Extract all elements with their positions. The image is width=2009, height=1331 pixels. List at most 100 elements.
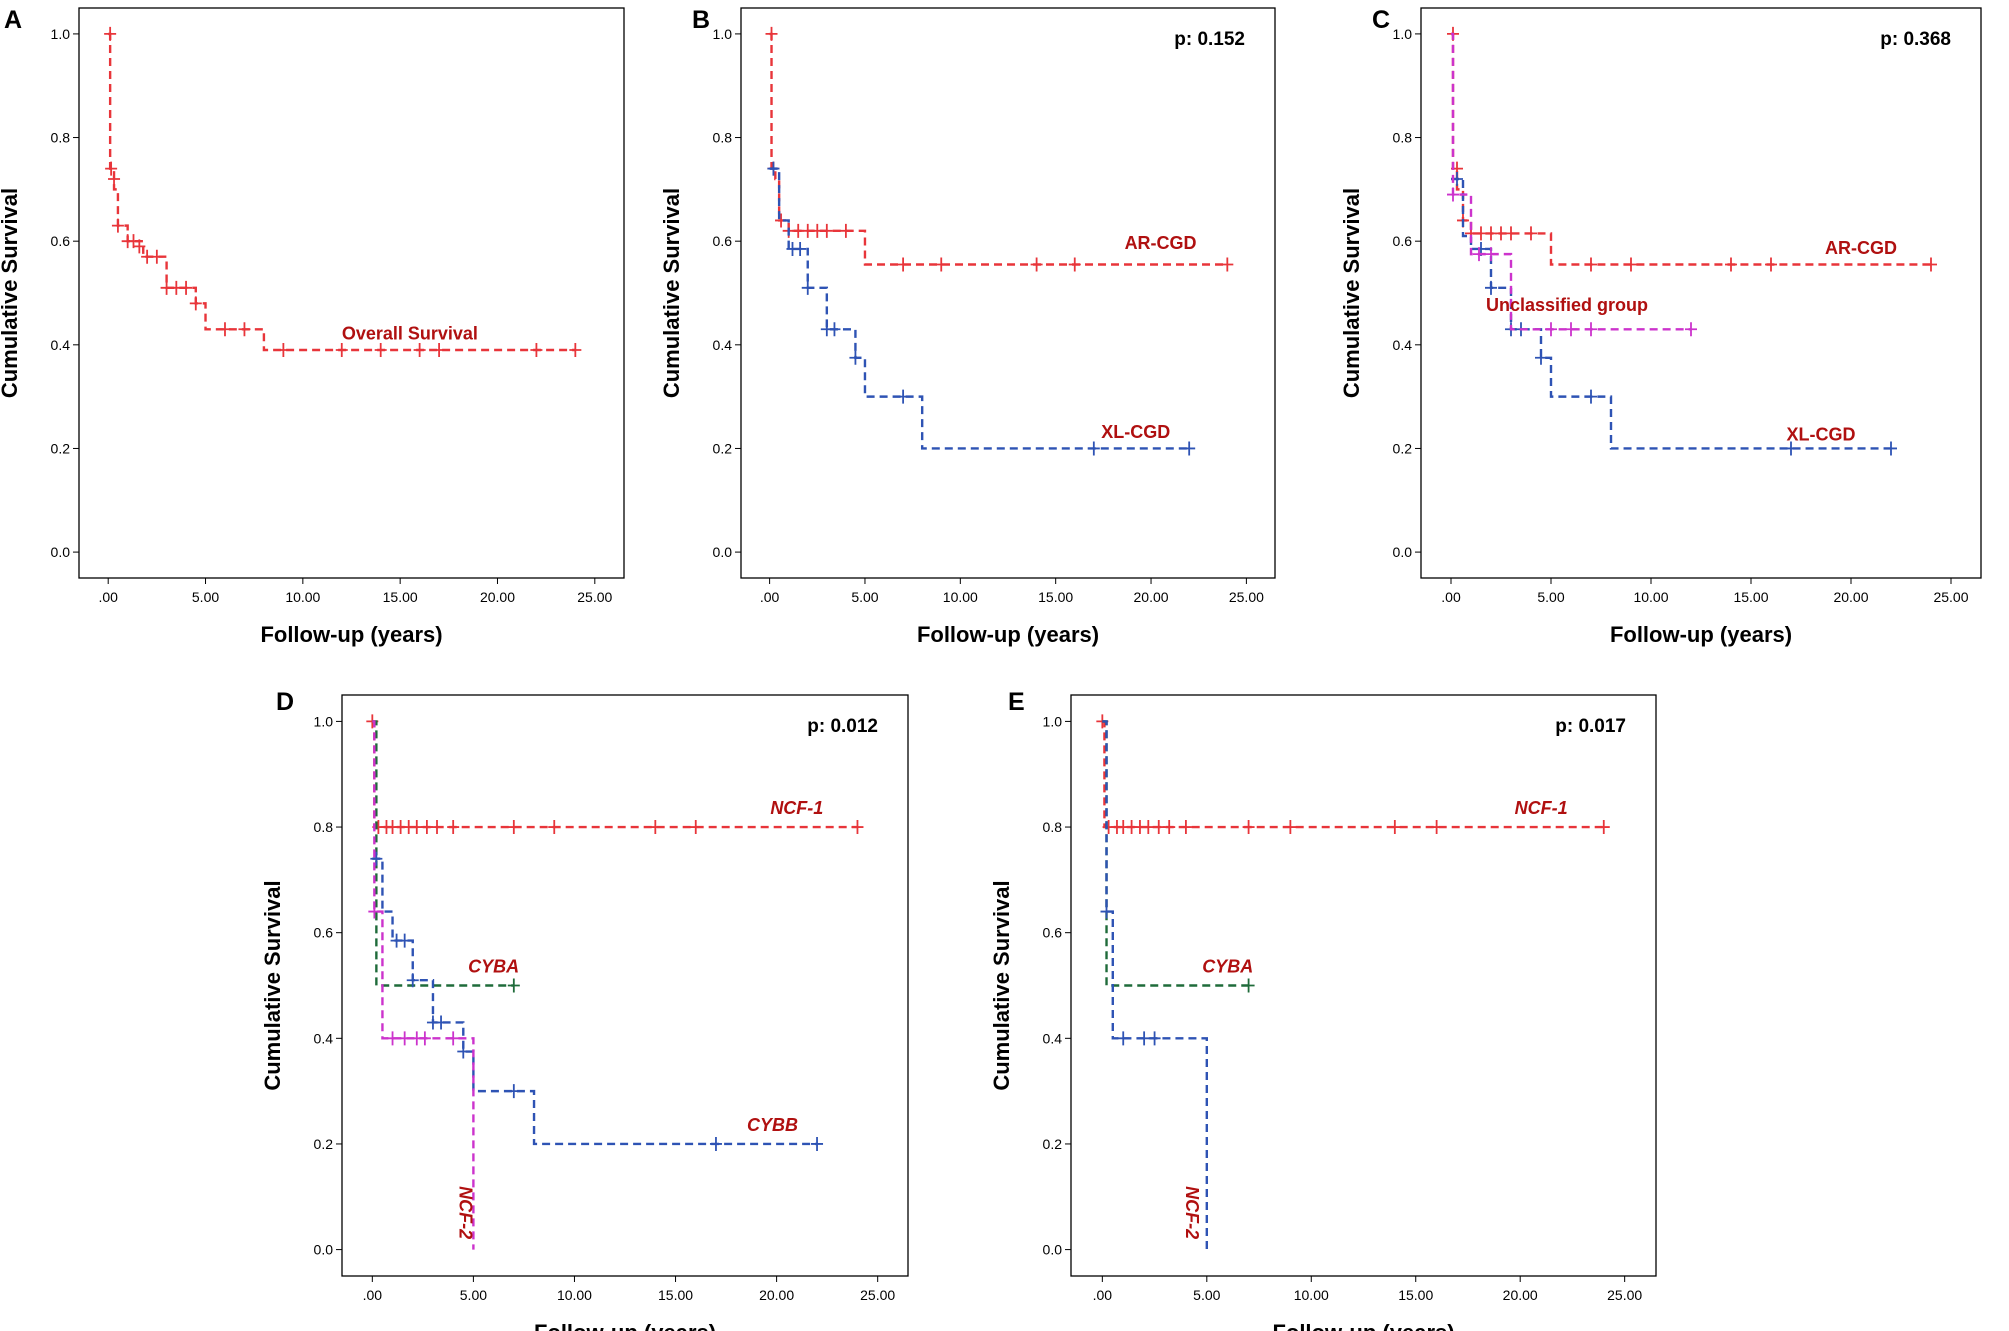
x-tick-label: .00 — [363, 1287, 383, 1303]
censor-mark — [1545, 322, 1557, 337]
series-xl-cgd: XL-CGD — [1451, 172, 1897, 456]
censor-mark — [398, 1031, 411, 1046]
y-tick-label: 0.2 — [51, 440, 71, 456]
censor-mark — [811, 1136, 824, 1151]
censor-mark — [1163, 820, 1176, 835]
x-tick-label: 10.00 — [1294, 1287, 1329, 1303]
censor-mark — [410, 820, 423, 835]
censor-mark — [801, 280, 814, 295]
p-value: p: 0.012 — [807, 716, 878, 737]
censor-mark — [1087, 441, 1100, 456]
x-tick-label: 25.00 — [860, 1287, 895, 1303]
censor-mark — [507, 978, 520, 993]
y-tick-label: 0.4 — [713, 337, 733, 353]
series-label: XL-CGD — [1101, 422, 1170, 442]
y-tick-label: 0.0 — [1043, 1242, 1063, 1258]
series-label: CYBA — [468, 956, 519, 976]
x-tick-label: .00 — [1093, 1287, 1113, 1303]
x-tick-label: 25.00 — [577, 589, 612, 605]
x-axis-label: Follow-up (years) — [260, 622, 442, 647]
censor-mark — [851, 820, 864, 835]
x-tick-label: 20.00 — [1833, 589, 1868, 605]
censor-mark — [1100, 904, 1113, 919]
y-tick-label: 0.8 — [314, 819, 334, 835]
censor-mark — [111, 218, 124, 233]
censor-mark — [1505, 226, 1517, 241]
censor-mark — [189, 296, 202, 311]
x-tick-label: 15.00 — [1398, 1287, 1433, 1303]
censor-mark — [420, 820, 433, 835]
censor-mark — [406, 973, 419, 988]
censor-mark — [1388, 820, 1401, 835]
censor-mark — [569, 343, 582, 357]
y-axis-label: Cumulative Survival — [659, 188, 684, 398]
censor-mark — [1785, 441, 1797, 456]
survival-step-line — [108, 32, 576, 352]
censor-mark — [507, 1084, 520, 1099]
y-axis-label: Cumulative Survival — [1339, 188, 1364, 398]
x-tick-label: .00 — [760, 589, 780, 605]
series-ncf-2: NCF-2 — [368, 720, 475, 1250]
censor-mark — [1068, 257, 1081, 272]
p-value: p: 0.152 — [1174, 29, 1245, 50]
plot-frame — [740, 7, 1276, 579]
y-tick-label: 0.4 — [1393, 337, 1413, 353]
x-tick-label: 5.00 — [1537, 589, 1564, 605]
y-axis-label: Cumulative Survival — [989, 880, 1014, 1090]
y-tick-label: 1.0 — [314, 713, 334, 729]
x-tick-label: 15.00 — [1038, 589, 1073, 605]
panel-letter: D — [276, 688, 294, 716]
censor-mark — [1148, 1031, 1161, 1046]
y-tick-label: 0.2 — [713, 440, 733, 456]
y-tick-label: 0.6 — [1393, 233, 1413, 249]
y-tick-label: 0.6 — [314, 925, 334, 941]
y-tick-label: 0.0 — [1393, 544, 1413, 560]
censor-mark — [689, 820, 702, 835]
x-axis-label: Follow-up (years) — [534, 1320, 716, 1331]
censor-mark — [709, 1136, 722, 1151]
censor-mark — [386, 1031, 399, 1046]
censor-mark — [374, 343, 387, 357]
censor-mark — [1585, 322, 1597, 337]
censor-mark — [1430, 820, 1443, 835]
censor-mark — [1242, 978, 1255, 993]
series-label: XL-CGD — [1787, 425, 1856, 445]
censor-mark — [335, 343, 348, 357]
series-label: CYBB — [747, 1115, 798, 1135]
x-tick-label: 10.00 — [285, 589, 320, 605]
censor-mark — [1142, 820, 1155, 835]
series-ncf-1: NCF-1 — [1096, 714, 1610, 835]
y-tick-label: 1.0 — [51, 26, 71, 42]
panel-letter: B — [692, 6, 710, 34]
survival-step-line — [769, 32, 1228, 266]
y-tick-label: 0.8 — [1393, 130, 1413, 146]
series-cyba: CYBA — [1102, 720, 1255, 993]
series-ar-cgd: AR-CGD — [765, 26, 1234, 272]
censor-mark — [105, 161, 118, 176]
censor-mark — [435, 1015, 448, 1030]
censor-mark — [1765, 257, 1777, 272]
censor-mark — [1585, 389, 1597, 404]
x-tick-label: 20.00 — [1503, 1287, 1538, 1303]
survival-step-line — [769, 167, 1190, 450]
censor-mark — [1485, 247, 1497, 262]
x-tick-label: 15.00 — [383, 589, 418, 605]
censor-mark — [447, 820, 460, 835]
y-tick-label: 0.8 — [713, 130, 733, 146]
x-tick-label: 5.00 — [192, 589, 219, 605]
y-tick-label: 0.8 — [1043, 819, 1063, 835]
x-tick-label: 20.00 — [759, 1287, 794, 1303]
y-tick-label: 0.2 — [1393, 440, 1413, 456]
censor-mark — [1885, 441, 1897, 456]
x-tick-label: 15.00 — [1733, 589, 1768, 605]
censor-mark — [447, 1031, 460, 1046]
x-tick-label: 5.00 — [460, 1287, 487, 1303]
censor-mark — [507, 820, 520, 835]
series-cyba: CYBA — [372, 720, 520, 993]
series-ncf-2: NCF-2 — [1100, 720, 1208, 1250]
censor-mark — [133, 239, 146, 254]
censor-mark — [1138, 1031, 1151, 1046]
censor-mark — [1685, 322, 1697, 337]
y-tick-label: 0.6 — [51, 233, 71, 249]
